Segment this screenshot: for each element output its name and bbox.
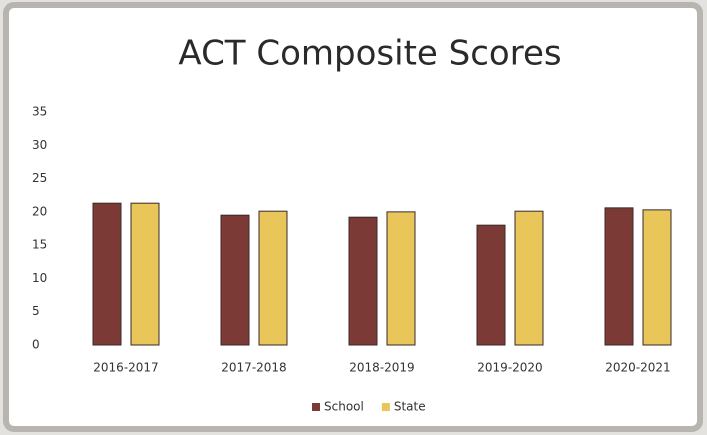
- bar: [642, 209, 672, 346]
- y-tick-label: 5: [32, 304, 40, 318]
- bar: [348, 216, 378, 346]
- y-tick-label: 35: [32, 105, 47, 119]
- bar: [92, 202, 122, 346]
- legend-swatch: [381, 403, 390, 411]
- y-tick-label: 30: [32, 138, 47, 152]
- legend-label: School: [324, 400, 364, 414]
- legend-swatch: [312, 403, 320, 411]
- chart-title: ACT Composite Scores: [178, 34, 561, 74]
- bar: [258, 210, 288, 346]
- x-tick-label: 2018-2019: [349, 361, 414, 375]
- x-tick-label: 2016-2017: [93, 361, 158, 375]
- x-tick-label: 2017-2018: [221, 361, 286, 375]
- y-tick-label: 0: [32, 338, 40, 352]
- legend-label: State: [394, 400, 426, 414]
- bar: [220, 214, 250, 346]
- bar: [130, 202, 160, 346]
- y-tick-label: 10: [32, 271, 47, 285]
- y-tick-label: 25: [32, 171, 47, 185]
- y-tick-label: 15: [32, 238, 47, 252]
- x-tick-label: 2019-2020: [477, 361, 542, 375]
- bar: [604, 207, 634, 346]
- y-tick-label: 20: [32, 204, 47, 218]
- bar: [514, 210, 544, 346]
- bar: [476, 224, 506, 346]
- x-tick-label: 2020-2021: [605, 361, 670, 375]
- bar: [386, 211, 416, 346]
